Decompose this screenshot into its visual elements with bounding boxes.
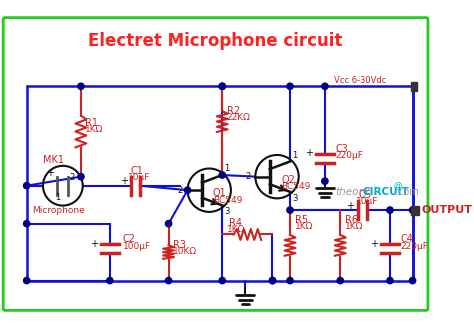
Circle shape — [78, 83, 84, 90]
Bar — [411, 82, 417, 91]
Text: Vcc 6-30Vdc: Vcc 6-30Vdc — [334, 76, 386, 85]
Text: 2: 2 — [178, 186, 183, 195]
Text: 10KΩ: 10KΩ — [173, 247, 197, 256]
Circle shape — [287, 207, 293, 213]
Text: +: + — [46, 168, 54, 178]
Text: Q1: Q1 — [213, 188, 227, 198]
Bar — [411, 206, 419, 215]
Circle shape — [219, 83, 226, 90]
Text: +: + — [90, 238, 98, 249]
Circle shape — [107, 277, 113, 284]
Circle shape — [322, 83, 328, 90]
Circle shape — [287, 277, 293, 284]
Circle shape — [269, 277, 276, 284]
Text: MK1: MK1 — [43, 155, 64, 165]
Text: 22KΩ: 22KΩ — [227, 113, 251, 122]
Text: .com: .com — [395, 187, 419, 197]
Circle shape — [410, 207, 416, 213]
Text: C1: C1 — [131, 166, 144, 176]
Text: C5: C5 — [358, 190, 371, 200]
Text: +: + — [346, 200, 354, 211]
Circle shape — [24, 220, 30, 227]
Circle shape — [219, 83, 226, 90]
Text: 100μF: 100μF — [122, 242, 151, 251]
Text: R1: R1 — [85, 118, 99, 128]
Text: 1KΩ: 1KΩ — [345, 222, 363, 231]
Circle shape — [165, 220, 172, 227]
Text: Electret Microphone circuit: Electret Microphone circuit — [88, 32, 343, 50]
Text: 3: 3 — [224, 207, 229, 216]
Text: BC549: BC549 — [213, 195, 242, 205]
Circle shape — [24, 182, 30, 189]
Text: R4: R4 — [229, 218, 243, 228]
Text: 1: 1 — [224, 164, 229, 173]
Text: OUTPUT: OUTPUT — [421, 205, 473, 215]
Circle shape — [78, 174, 84, 180]
Text: Microphone: Microphone — [32, 206, 85, 215]
Text: R6: R6 — [345, 215, 358, 225]
Circle shape — [387, 207, 393, 213]
Circle shape — [269, 277, 276, 284]
Text: R2: R2 — [227, 106, 240, 116]
Circle shape — [387, 277, 393, 284]
FancyBboxPatch shape — [3, 18, 428, 310]
Text: Q2: Q2 — [282, 175, 295, 185]
Text: 1: 1 — [292, 151, 297, 160]
Text: BC549: BC549 — [282, 182, 311, 191]
Circle shape — [219, 172, 226, 178]
Text: 1KΩ: 1KΩ — [227, 225, 245, 235]
Circle shape — [410, 277, 416, 284]
Text: 1KΩ: 1KΩ — [294, 222, 313, 231]
Text: +: + — [370, 238, 378, 249]
Text: C3: C3 — [336, 144, 348, 154]
Text: 220μF: 220μF — [401, 242, 428, 251]
Text: 220μF: 220μF — [336, 151, 364, 160]
Text: +: + — [305, 148, 313, 158]
Text: CIRCUIT: CIRCUIT — [363, 187, 410, 197]
Text: +: + — [120, 176, 128, 186]
Text: 3: 3 — [292, 194, 297, 203]
Text: 10μF: 10μF — [356, 197, 378, 206]
Circle shape — [165, 277, 172, 284]
Circle shape — [322, 178, 328, 184]
Text: theory: theory — [336, 187, 370, 197]
Text: 10μF: 10μF — [128, 173, 150, 182]
Circle shape — [184, 187, 191, 194]
Text: @: @ — [393, 181, 402, 190]
Circle shape — [24, 277, 30, 284]
Text: 2: 2 — [246, 172, 251, 181]
Circle shape — [219, 277, 226, 284]
Text: R3: R3 — [173, 240, 186, 250]
Text: 2: 2 — [69, 173, 74, 182]
Text: C2: C2 — [122, 235, 136, 244]
Text: 1: 1 — [55, 193, 60, 202]
Text: R5: R5 — [294, 215, 308, 225]
Circle shape — [337, 277, 344, 284]
Text: 1KΩ: 1KΩ — [85, 125, 104, 134]
Text: C4: C4 — [401, 235, 414, 244]
Circle shape — [287, 83, 293, 90]
